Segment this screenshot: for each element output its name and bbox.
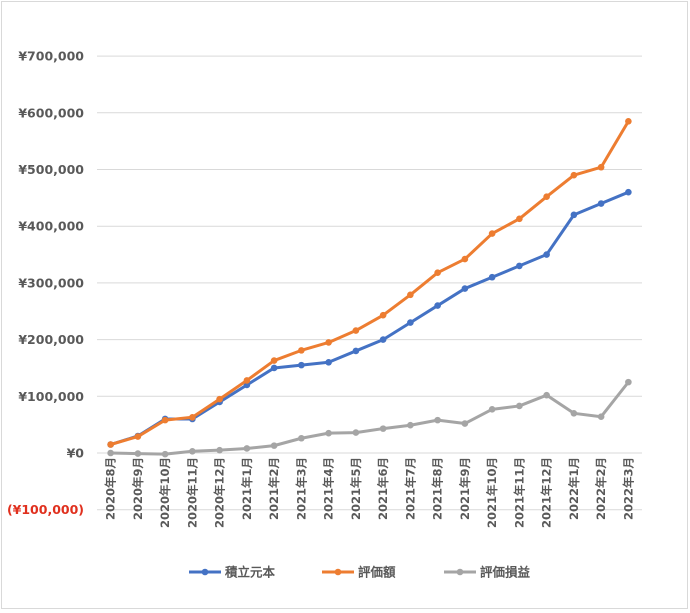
data-point xyxy=(570,410,578,417)
data-point xyxy=(189,413,196,421)
data-point xyxy=(488,406,496,413)
data-point xyxy=(189,447,196,455)
x-tick-label: 2021年2月 xyxy=(267,457,281,520)
data-point xyxy=(298,434,305,442)
data-point xyxy=(270,364,278,372)
data-point xyxy=(516,262,523,270)
x-tick-label: 2021年6月 xyxy=(376,457,390,520)
data-point xyxy=(298,347,305,354)
data-point xyxy=(407,291,414,299)
data-point xyxy=(516,215,523,223)
x-tick-label: 2020年11月 xyxy=(185,457,199,528)
data-point xyxy=(352,347,360,355)
data-point xyxy=(597,200,605,207)
data-point xyxy=(270,357,278,364)
x-tick-label: 2022年1月 xyxy=(567,457,581,520)
x-tick-label: 2021年8月 xyxy=(431,457,445,520)
series-line-3 xyxy=(109,380,630,456)
legend: 積立元本 評価額 評価損益 xyxy=(189,565,531,580)
x-tick-label: 2021年3月 xyxy=(294,457,308,520)
y-tick-label: ¥400,000 xyxy=(18,219,84,234)
data-point xyxy=(570,211,578,219)
series-lines xyxy=(107,118,632,458)
data-point xyxy=(134,433,142,440)
data-point xyxy=(543,391,550,399)
data-point xyxy=(325,339,332,346)
data-point xyxy=(352,429,360,436)
x-tick-label: 2021年7月 xyxy=(403,457,417,520)
data-point xyxy=(516,402,523,410)
x-tick-label: 2020年12月 xyxy=(213,457,227,528)
x-tick-label: 2020年8月 xyxy=(104,457,118,520)
data-point xyxy=(270,442,278,449)
y-tick-label: (¥100,000) xyxy=(7,502,84,517)
y-tick-label: ¥100,000 xyxy=(18,389,84,404)
data-point xyxy=(434,269,441,276)
x-tick-label: 2020年9月 xyxy=(131,457,145,520)
series-line-2 xyxy=(109,119,630,446)
x-tick-label: 2021年11月 xyxy=(512,457,526,528)
x-tick-label: 2022年2月 xyxy=(594,457,608,520)
gridlines xyxy=(97,55,642,511)
data-point xyxy=(625,188,632,196)
data-point xyxy=(570,171,578,179)
data-point xyxy=(379,311,387,319)
data-point xyxy=(543,251,550,258)
legend-label: 評価損益 xyxy=(480,565,531,580)
data-point xyxy=(407,421,414,429)
data-point xyxy=(352,327,360,334)
data-point xyxy=(216,446,223,454)
x-tick-label: 2021年5月 xyxy=(349,457,363,520)
data-point xyxy=(543,193,550,201)
data-point xyxy=(134,450,142,457)
data-point xyxy=(461,420,469,427)
x-tick-label: 2021年10月 xyxy=(485,457,499,528)
x-tick-label: 2022年3月 xyxy=(621,457,635,520)
data-point xyxy=(625,378,632,386)
data-point xyxy=(461,255,469,263)
x-tick-label: 2020年10月 xyxy=(158,457,172,528)
legend-swatch-marker xyxy=(334,568,342,576)
data-point xyxy=(161,416,169,424)
y-tick-label: ¥200,000 xyxy=(18,332,84,347)
x-axis-ticks: 2020年8月 2020年9月 2020年10月 2020年11月 2020年12月 20… xyxy=(104,457,636,528)
data-point xyxy=(488,230,496,237)
x-tick-label: 2021年4月 xyxy=(322,457,336,520)
y-tick-label: ¥600,000 xyxy=(18,105,84,120)
data-point xyxy=(379,425,387,432)
y-tick-label: ¥500,000 xyxy=(18,162,84,177)
data-point xyxy=(597,163,605,171)
data-point xyxy=(107,449,114,457)
data-point xyxy=(216,395,223,403)
series-line-1 xyxy=(109,190,630,446)
x-tick-label: 2021年1月 xyxy=(240,457,254,520)
x-tick-label: 2021年12月 xyxy=(540,457,554,528)
data-point xyxy=(298,361,305,369)
data-point xyxy=(379,336,387,343)
data-point xyxy=(407,319,414,326)
y-axis-ticks: (¥100,000) ¥0 ¥100,000 ¥200,000 ¥300,000 ¥400… xyxy=(7,49,84,518)
data-point xyxy=(325,358,332,366)
x-tick-label: 2021年9月 xyxy=(458,457,472,520)
legend-swatch-marker xyxy=(456,568,464,576)
data-point xyxy=(243,377,251,384)
data-point xyxy=(625,118,632,125)
data-point xyxy=(243,445,251,452)
data-point xyxy=(434,302,441,309)
data-point xyxy=(325,429,332,437)
data-point xyxy=(461,285,469,292)
data-point xyxy=(161,450,169,458)
data-point xyxy=(107,441,114,448)
legend-label: 評価額 xyxy=(358,565,396,580)
legend-label: 積立元本 xyxy=(224,565,276,580)
y-tick-label: ¥300,000 xyxy=(18,275,84,290)
data-point xyxy=(488,273,496,281)
data-point xyxy=(434,416,441,424)
data-point xyxy=(597,413,605,421)
y-tick-label: ¥0 xyxy=(67,446,85,461)
y-tick-label: ¥700,000 xyxy=(18,49,84,64)
legend-swatch-marker xyxy=(201,568,209,576)
